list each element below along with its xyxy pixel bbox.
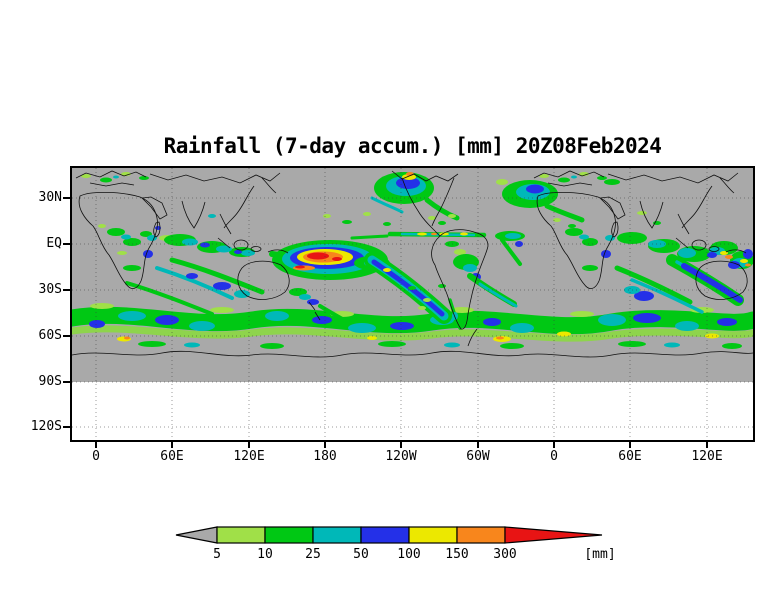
x-tickmark [248, 442, 250, 448]
colorbar-segment [264, 526, 314, 544]
x-tickmark [706, 442, 708, 448]
y-tickmark [63, 289, 70, 291]
x-tickmark [400, 442, 402, 448]
x-axis-label: 180 [313, 449, 337, 464]
y-tickmark [63, 335, 70, 337]
y-axis-label: 90S [38, 374, 62, 389]
colorbar-legend [175, 526, 603, 544]
y-tickmark [63, 197, 70, 199]
colorbar-above-arrow [504, 526, 603, 544]
colorbar-segment [312, 526, 362, 544]
x-tickmark [95, 442, 97, 448]
y-tickmark [63, 426, 70, 428]
colorbar-tick-label: 150 [445, 547, 469, 562]
coastlines [75, 170, 489, 347]
x-tickmark [629, 442, 631, 448]
colorbar-segment [360, 526, 410, 544]
colorbar-tick-label: 10 [257, 547, 273, 562]
rain-maritime-continent [269, 240, 390, 280]
x-axis-label: 60W [466, 449, 490, 464]
x-tickmark [171, 442, 173, 448]
y-axis-label: 30N [38, 190, 62, 205]
x-axis-label: 60E [160, 449, 184, 464]
x-tickmark [477, 442, 479, 448]
gridlines [72, 168, 753, 440]
x-axis-label: 120E [233, 449, 265, 464]
rain-south-america [408, 214, 518, 330]
rainfall-map [72, 168, 753, 440]
x-axis-label: 120W [385, 449, 417, 464]
y-tickmark [63, 243, 70, 245]
colorbar-segment [408, 526, 458, 544]
rain-atlantic-itcz [495, 231, 525, 266]
rain-natl-storm [496, 179, 585, 228]
colorbar-segment [456, 526, 506, 544]
y-axis-label: 120S [30, 419, 62, 434]
y-axis-label: 30S [38, 282, 62, 297]
map-plot-area [70, 166, 755, 442]
rain-tasman [289, 288, 350, 324]
colorbar-below-arrow [175, 526, 218, 544]
colorbar-units-label: [mm] [584, 547, 616, 562]
x-axis-label: 0 [550, 449, 558, 464]
colorbar-tick-label: 50 [353, 547, 369, 562]
y-axis-label: 60S [38, 328, 62, 343]
x-axis-label: 0 [92, 449, 100, 464]
colorbar-segment [216, 526, 266, 544]
chart-title: Rainfall (7-day accum.) [mm] 20Z08Feb202… [163, 134, 662, 158]
x-axis-label: 120E [691, 449, 723, 464]
rain-south-indian-fronts [125, 257, 265, 316]
colorbar-tick-label: 300 [493, 547, 517, 562]
colorbar-labels: 5 10 25 50 100 150 300 [mm] [172, 547, 632, 563]
colorbar-tick-label: 5 [213, 547, 221, 562]
x-tickmark [553, 442, 555, 448]
rain-europe-speckles [81, 172, 620, 185]
y-axis-label: EQ [46, 236, 62, 251]
x-tickmark [324, 442, 326, 448]
colorbar-tick-label: 25 [305, 547, 321, 562]
x-axis-label: 60E [618, 449, 642, 464]
rain-southern-ocean-band [72, 303, 753, 349]
colorbar-tick-label: 100 [397, 547, 421, 562]
antarctica-coastline [72, 350, 753, 358]
y-tickmark [63, 381, 70, 383]
